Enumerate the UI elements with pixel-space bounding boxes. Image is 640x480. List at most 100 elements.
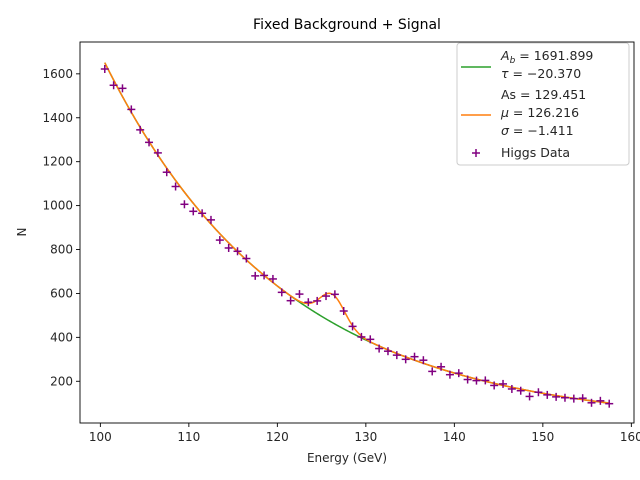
data-point — [578, 394, 587, 403]
data-point — [198, 209, 207, 218]
legend-symbol-sigma: σ — [501, 123, 510, 138]
data-point — [348, 322, 357, 331]
data-point — [543, 390, 552, 399]
data-point — [525, 392, 534, 401]
data-point — [552, 392, 561, 401]
legend-background-line1: Ab = 1691.899 — [500, 48, 593, 66]
legend-symbol-sub-b: b — [510, 56, 516, 66]
x-tick-label-150: 150 — [531, 430, 554, 444]
data-point — [339, 307, 348, 316]
data-point — [127, 105, 136, 114]
data-point — [437, 362, 446, 371]
chart-title: Fixed Background + Signal — [253, 17, 441, 33]
data-point — [490, 381, 499, 390]
data-point — [472, 376, 481, 385]
data-point — [251, 271, 260, 280]
data-point — [419, 356, 428, 365]
data-point — [605, 399, 614, 408]
data-point — [242, 254, 251, 263]
data-point — [145, 138, 154, 147]
data-point — [383, 347, 392, 356]
data-point — [313, 296, 322, 305]
legend: Ab = 1691.899 τ = −20.370 As = 129.451 μ… — [456, 42, 630, 166]
axes-frame — [79, 41, 635, 424]
data-point — [162, 168, 171, 177]
legend-box — [456, 42, 630, 166]
y-tick-label-200: 200 — [50, 374, 73, 388]
data-point — [295, 290, 304, 299]
data-point — [277, 288, 286, 297]
signal-fit-line — [104, 62, 610, 404]
y-axis: 200 400 600 800 1000 1200 1400 1600 — [42, 67, 80, 388]
data-point — [233, 247, 242, 256]
data-point — [286, 296, 295, 305]
legend-value-tau: = −20.370 — [509, 66, 582, 81]
data-point — [153, 148, 162, 157]
data-point — [428, 367, 437, 376]
data-point — [463, 375, 472, 384]
data-point — [330, 290, 339, 299]
y-tick-label-1200: 1200 — [42, 155, 73, 169]
data-point — [224, 243, 233, 252]
data-point — [587, 398, 596, 407]
data-point — [118, 84, 127, 93]
y-tick-label-400: 400 — [50, 330, 73, 344]
legend-value-mu: = 126.216 — [509, 105, 579, 120]
x-tick-label-100: 100 — [89, 430, 112, 444]
data-point — [136, 125, 145, 134]
legend-value-Ab: = 1691.899 — [515, 48, 593, 63]
y-tick-label-1600: 1600 — [42, 67, 73, 81]
data-point — [357, 332, 366, 341]
data-point — [560, 393, 569, 402]
data-point — [507, 384, 516, 393]
data-point — [215, 236, 224, 245]
y-tick-label-1400: 1400 — [42, 111, 73, 125]
y-tick-label-1000: 1000 — [42, 199, 73, 213]
x-tick-label-160: 160 — [620, 430, 640, 444]
data-point — [100, 65, 109, 74]
legend-symbol-tau: τ — [501, 66, 509, 81]
data-point — [596, 396, 605, 405]
y-tick-label-600: 600 — [50, 286, 73, 300]
data-point — [375, 344, 384, 353]
data-point — [322, 292, 331, 301]
data-point — [499, 379, 508, 388]
legend-data-label: Higgs Data — [501, 145, 570, 160]
data-point — [392, 351, 401, 360]
y-tick-label-800: 800 — [50, 243, 73, 257]
legend-symbol-mu: μ — [500, 105, 509, 120]
x-tick-label-120: 120 — [266, 430, 289, 444]
x-axis-label: Energy (GeV) — [307, 451, 387, 465]
data-point — [260, 271, 269, 280]
data-point — [454, 369, 463, 378]
legend-signal-line2: μ = 126.216 — [500, 105, 579, 120]
data-point — [304, 298, 313, 307]
data-point — [410, 352, 419, 361]
legend-background-line2: τ = −20.370 — [501, 66, 581, 81]
data-point — [366, 335, 375, 344]
legend-signal-line1: As = 129.451 — [501, 87, 586, 102]
x-tick-label-140: 140 — [443, 430, 466, 444]
x-tick-label-130: 130 — [354, 430, 377, 444]
data-point — [445, 370, 454, 379]
data-point — [268, 274, 277, 283]
x-axis: 100 110 120 130 140 150 160 — [89, 423, 640, 444]
data-point — [206, 215, 215, 224]
data-point — [481, 376, 490, 385]
data-point — [189, 207, 198, 216]
legend-symbol-A: A — [500, 48, 510, 63]
y-axis-label: N — [15, 228, 29, 237]
x-tick-label-110: 110 — [177, 430, 200, 444]
plot-area — [100, 62, 614, 408]
legend-signal-line3: σ = −1.411 — [501, 123, 574, 138]
data-point — [171, 182, 180, 191]
legend-value-sigma: = −1.411 — [509, 123, 574, 138]
legend-data-marker — [472, 149, 480, 157]
data-point — [180, 200, 189, 209]
data-point — [516, 386, 525, 395]
data-point — [534, 388, 543, 397]
data-point — [569, 394, 578, 403]
data-point — [401, 355, 410, 364]
data-point — [109, 81, 118, 90]
